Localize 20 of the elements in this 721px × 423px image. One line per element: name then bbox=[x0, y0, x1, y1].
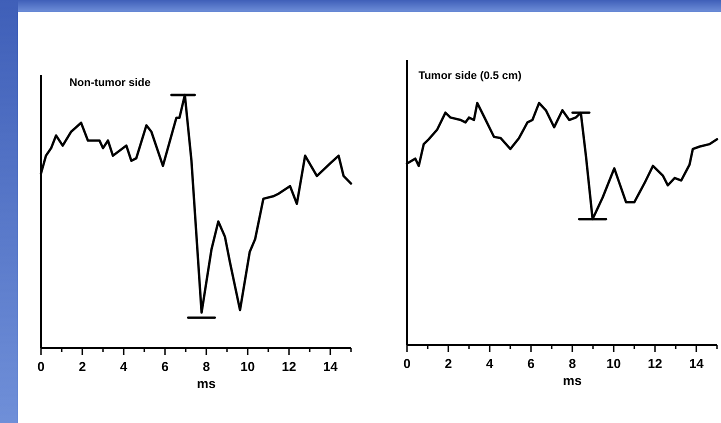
x-tick-label: 14 bbox=[323, 359, 338, 374]
x-tick-label: 10 bbox=[606, 356, 621, 371]
x-tick-label: 12 bbox=[648, 356, 662, 371]
x-tick-label: 4 bbox=[120, 359, 128, 374]
x-tick-label: 6 bbox=[527, 356, 535, 371]
chart-title: Non-tumor side bbox=[69, 77, 151, 89]
x-axis-title: ms bbox=[196, 376, 216, 391]
x-tick-label: 12 bbox=[282, 359, 296, 374]
x-tick-label: 8 bbox=[568, 356, 576, 371]
x-tick-label: 2 bbox=[444, 356, 452, 371]
x-tick-label: 14 bbox=[689, 356, 704, 371]
x-tick-label: 10 bbox=[240, 359, 255, 374]
x-axis-title: ms bbox=[562, 373, 582, 388]
x-tick-label: 0 bbox=[403, 356, 411, 371]
x-tick-label: 2 bbox=[78, 359, 86, 374]
x-tick-label: 6 bbox=[161, 359, 169, 374]
x-tick-label: 8 bbox=[202, 359, 210, 374]
x-tick-label: 4 bbox=[486, 356, 494, 371]
chart-title: Tumor side (0.5 cm) bbox=[418, 70, 522, 82]
x-tick-label: 0 bbox=[37, 359, 45, 374]
